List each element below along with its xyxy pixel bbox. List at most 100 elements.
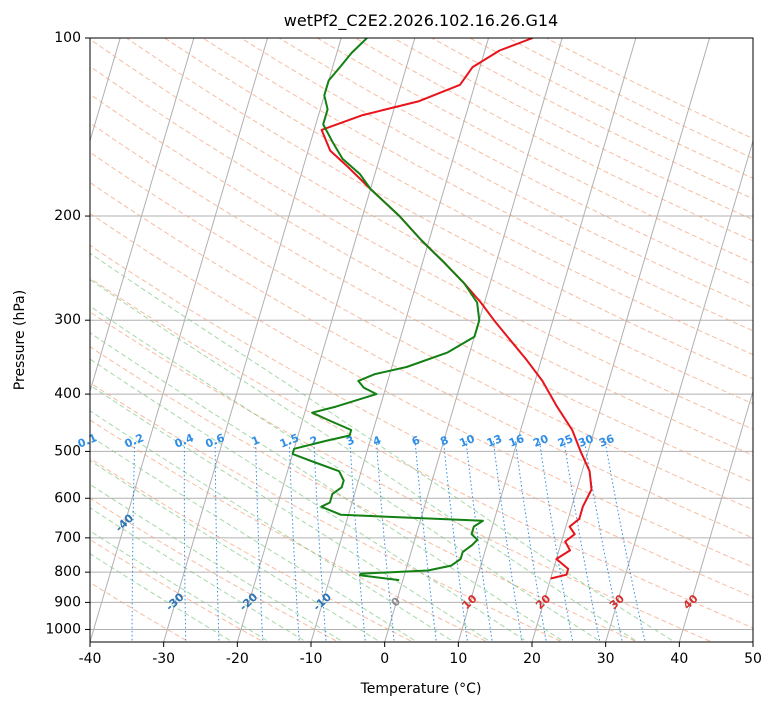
dry-adiabat bbox=[240, 38, 753, 309]
y-tick-label: 900 bbox=[54, 594, 81, 610]
x-tick-label: -40 bbox=[79, 651, 102, 667]
x-axis-label: Temperature (°C) bbox=[360, 681, 482, 697]
dry-adiabat bbox=[90, 151, 753, 511]
y-tick-label: 600 bbox=[54, 490, 81, 506]
moist-adiabat bbox=[90, 305, 603, 642]
y-tick-label: 100 bbox=[54, 30, 81, 46]
mixing-ratio-label: 10 bbox=[458, 432, 477, 450]
mixing-ratio-label: 36 bbox=[597, 432, 616, 450]
profile-series bbox=[291, 38, 593, 582]
mixing-ratio-line bbox=[465, 440, 493, 642]
chart-title: wetPf2_C2E2.2026.102.16.26.G14 bbox=[284, 11, 558, 31]
mixing-ratio-line bbox=[583, 440, 623, 642]
y-tick-label: 800 bbox=[54, 564, 81, 580]
x-tick-label: 30 bbox=[597, 651, 615, 667]
mixing-ratio-label: 13 bbox=[485, 432, 504, 450]
x-tick-label: -10 bbox=[300, 651, 323, 667]
y-tick-label: 300 bbox=[54, 312, 81, 328]
mixing-ratio-label: 16 bbox=[507, 432, 526, 450]
moist-adiabat bbox=[90, 410, 455, 642]
mixing-ratio-line bbox=[183, 440, 187, 642]
mixing-ratio-label: 20 bbox=[531, 432, 550, 450]
mixing-ratio-line bbox=[514, 440, 547, 642]
mixing-ratio-line bbox=[214, 440, 220, 642]
mixing-ratio-label: 1 bbox=[250, 433, 262, 448]
x-tick-label: 10 bbox=[449, 651, 467, 667]
dry-adiabat bbox=[90, 181, 753, 539]
y-tick-label: 400 bbox=[54, 386, 81, 402]
mixing-ratio-line bbox=[349, 440, 366, 642]
mixing-ratio-line bbox=[414, 440, 437, 642]
mixing-ratio-label: 30 bbox=[576, 432, 595, 450]
mixing-ratio-line bbox=[313, 440, 327, 642]
isotherm bbox=[163, 38, 342, 642]
isotherm bbox=[457, 38, 637, 642]
dry-adiabat bbox=[90, 497, 340, 642]
isotherm bbox=[90, 38, 269, 642]
dry-adiabat bbox=[90, 581, 190, 642]
dry-adiabat bbox=[90, 346, 639, 642]
x-tick-label: 40 bbox=[670, 651, 688, 667]
dry-adiabat bbox=[90, 277, 753, 629]
isotherm bbox=[605, 138, 753, 642]
isotherm bbox=[236, 38, 416, 642]
moist-adiabats bbox=[90, 252, 676, 642]
temperature-profile bbox=[320, 38, 593, 580]
dry-adiabat bbox=[90, 457, 415, 642]
dry-adiabat bbox=[202, 38, 753, 332]
mixing-ratio-label: 2 bbox=[308, 434, 320, 449]
isotherms bbox=[90, 38, 753, 642]
mixing-ratio-line bbox=[443, 440, 469, 642]
x-tick-label: 0 bbox=[380, 651, 389, 667]
mixing-ratio-line bbox=[492, 440, 523, 642]
dry-adiabat bbox=[164, 38, 753, 356]
moist-adiabat bbox=[90, 279, 639, 642]
moist-adiabat bbox=[90, 435, 418, 642]
moist-adiabat bbox=[90, 507, 308, 642]
dry-adiabat bbox=[90, 419, 489, 642]
moist-adiabat bbox=[90, 252, 676, 642]
moist-adiabat bbox=[90, 358, 529, 642]
y-axis-ticks: 100 200 300 400 500 600 700 800 900 1000 bbox=[45, 30, 90, 637]
mixing-ratio-line bbox=[255, 440, 264, 642]
y-tick-label: 1000 bbox=[45, 621, 81, 637]
mixing-ratio-line bbox=[563, 440, 601, 642]
mixing-ratio-line bbox=[538, 440, 574, 642]
dry-adiabats bbox=[90, 38, 753, 642]
x-axis-ticks: -40 -30 -20 -10 0 10 20 30 40 50 bbox=[79, 642, 762, 667]
y-axis-label: Pressure (hPa) bbox=[12, 290, 28, 390]
mixing-ratio-line bbox=[131, 440, 136, 642]
x-tick-label: -30 bbox=[152, 651, 175, 667]
mixing-ratio-label: 25 bbox=[556, 432, 575, 450]
dry-adiabat bbox=[90, 65, 753, 430]
y-tick-label: 200 bbox=[54, 208, 81, 224]
isotherm bbox=[90, 38, 121, 143]
x-tick-label: -20 bbox=[226, 651, 249, 667]
isotherm bbox=[310, 38, 490, 642]
dry-adiabat bbox=[126, 38, 753, 380]
moist-adiabat bbox=[90, 530, 271, 642]
moist-adiabat bbox=[90, 483, 345, 642]
isotherm bbox=[531, 38, 711, 642]
dry-adiabat bbox=[90, 382, 564, 642]
dry-adiabat bbox=[90, 212, 753, 568]
dry-adiabat bbox=[90, 311, 713, 642]
mixing-ratio-line bbox=[604, 440, 646, 642]
mixing-ratio-line bbox=[375, 440, 395, 642]
isotherm bbox=[678, 389, 753, 642]
mixing-ratio-line bbox=[288, 440, 300, 642]
y-tick-label: 700 bbox=[54, 530, 81, 546]
mixing-ratio-lines bbox=[131, 440, 646, 642]
moist-adiabat bbox=[90, 553, 234, 642]
plot-frame bbox=[89, 37, 754, 643]
dewpoint-profile bbox=[291, 38, 484, 582]
moist-adiabat bbox=[90, 332, 566, 642]
y-tick-label: 500 bbox=[54, 443, 81, 459]
dry-adiabat bbox=[90, 38, 753, 405]
isotherm bbox=[90, 38, 195, 394]
x-tick-label: 20 bbox=[523, 651, 541, 667]
x-tick-label: 50 bbox=[744, 651, 762, 667]
mixing-ratio-label: 8 bbox=[438, 434, 450, 449]
